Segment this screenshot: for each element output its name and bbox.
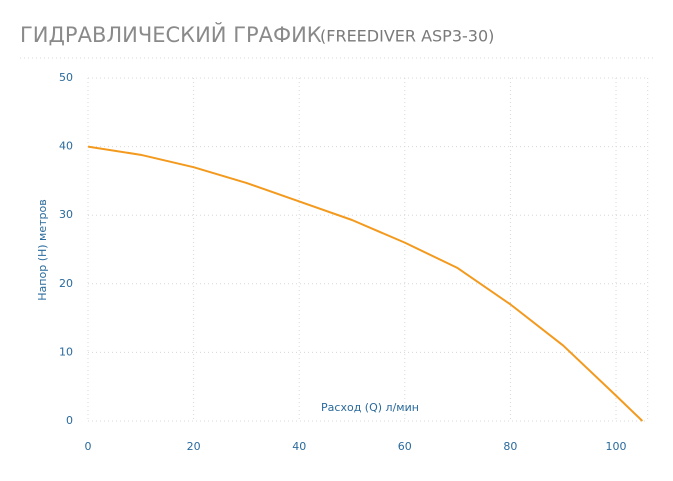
- x-tick-label: 40: [292, 440, 306, 453]
- y-tick-label: 20: [59, 277, 73, 290]
- chart-subtitle: (FREEDIVER ASP3-30): [320, 27, 494, 46]
- x-tick-label: 60: [398, 440, 412, 453]
- y-tick-label: 40: [59, 140, 73, 153]
- y-tick-label: 30: [59, 208, 73, 221]
- chart-title: ГИДРАВЛИЧЕСКИЙ ГРАФИК: [20, 22, 322, 47]
- x-tick-label: 20: [187, 440, 201, 453]
- y-tick-label: 10: [59, 345, 73, 358]
- x-tick-label: 80: [503, 440, 517, 453]
- line-series: [87, 145, 644, 422]
- x-axis-title: Расход (Q) л/мин: [321, 401, 419, 414]
- y-tick-label: 50: [59, 71, 73, 84]
- x-tick-label: 100: [606, 440, 627, 453]
- y-tick-label: 0: [66, 414, 73, 427]
- x-tick-label: 0: [85, 440, 92, 453]
- y-axis-title: Напор (H) метров: [36, 199, 49, 300]
